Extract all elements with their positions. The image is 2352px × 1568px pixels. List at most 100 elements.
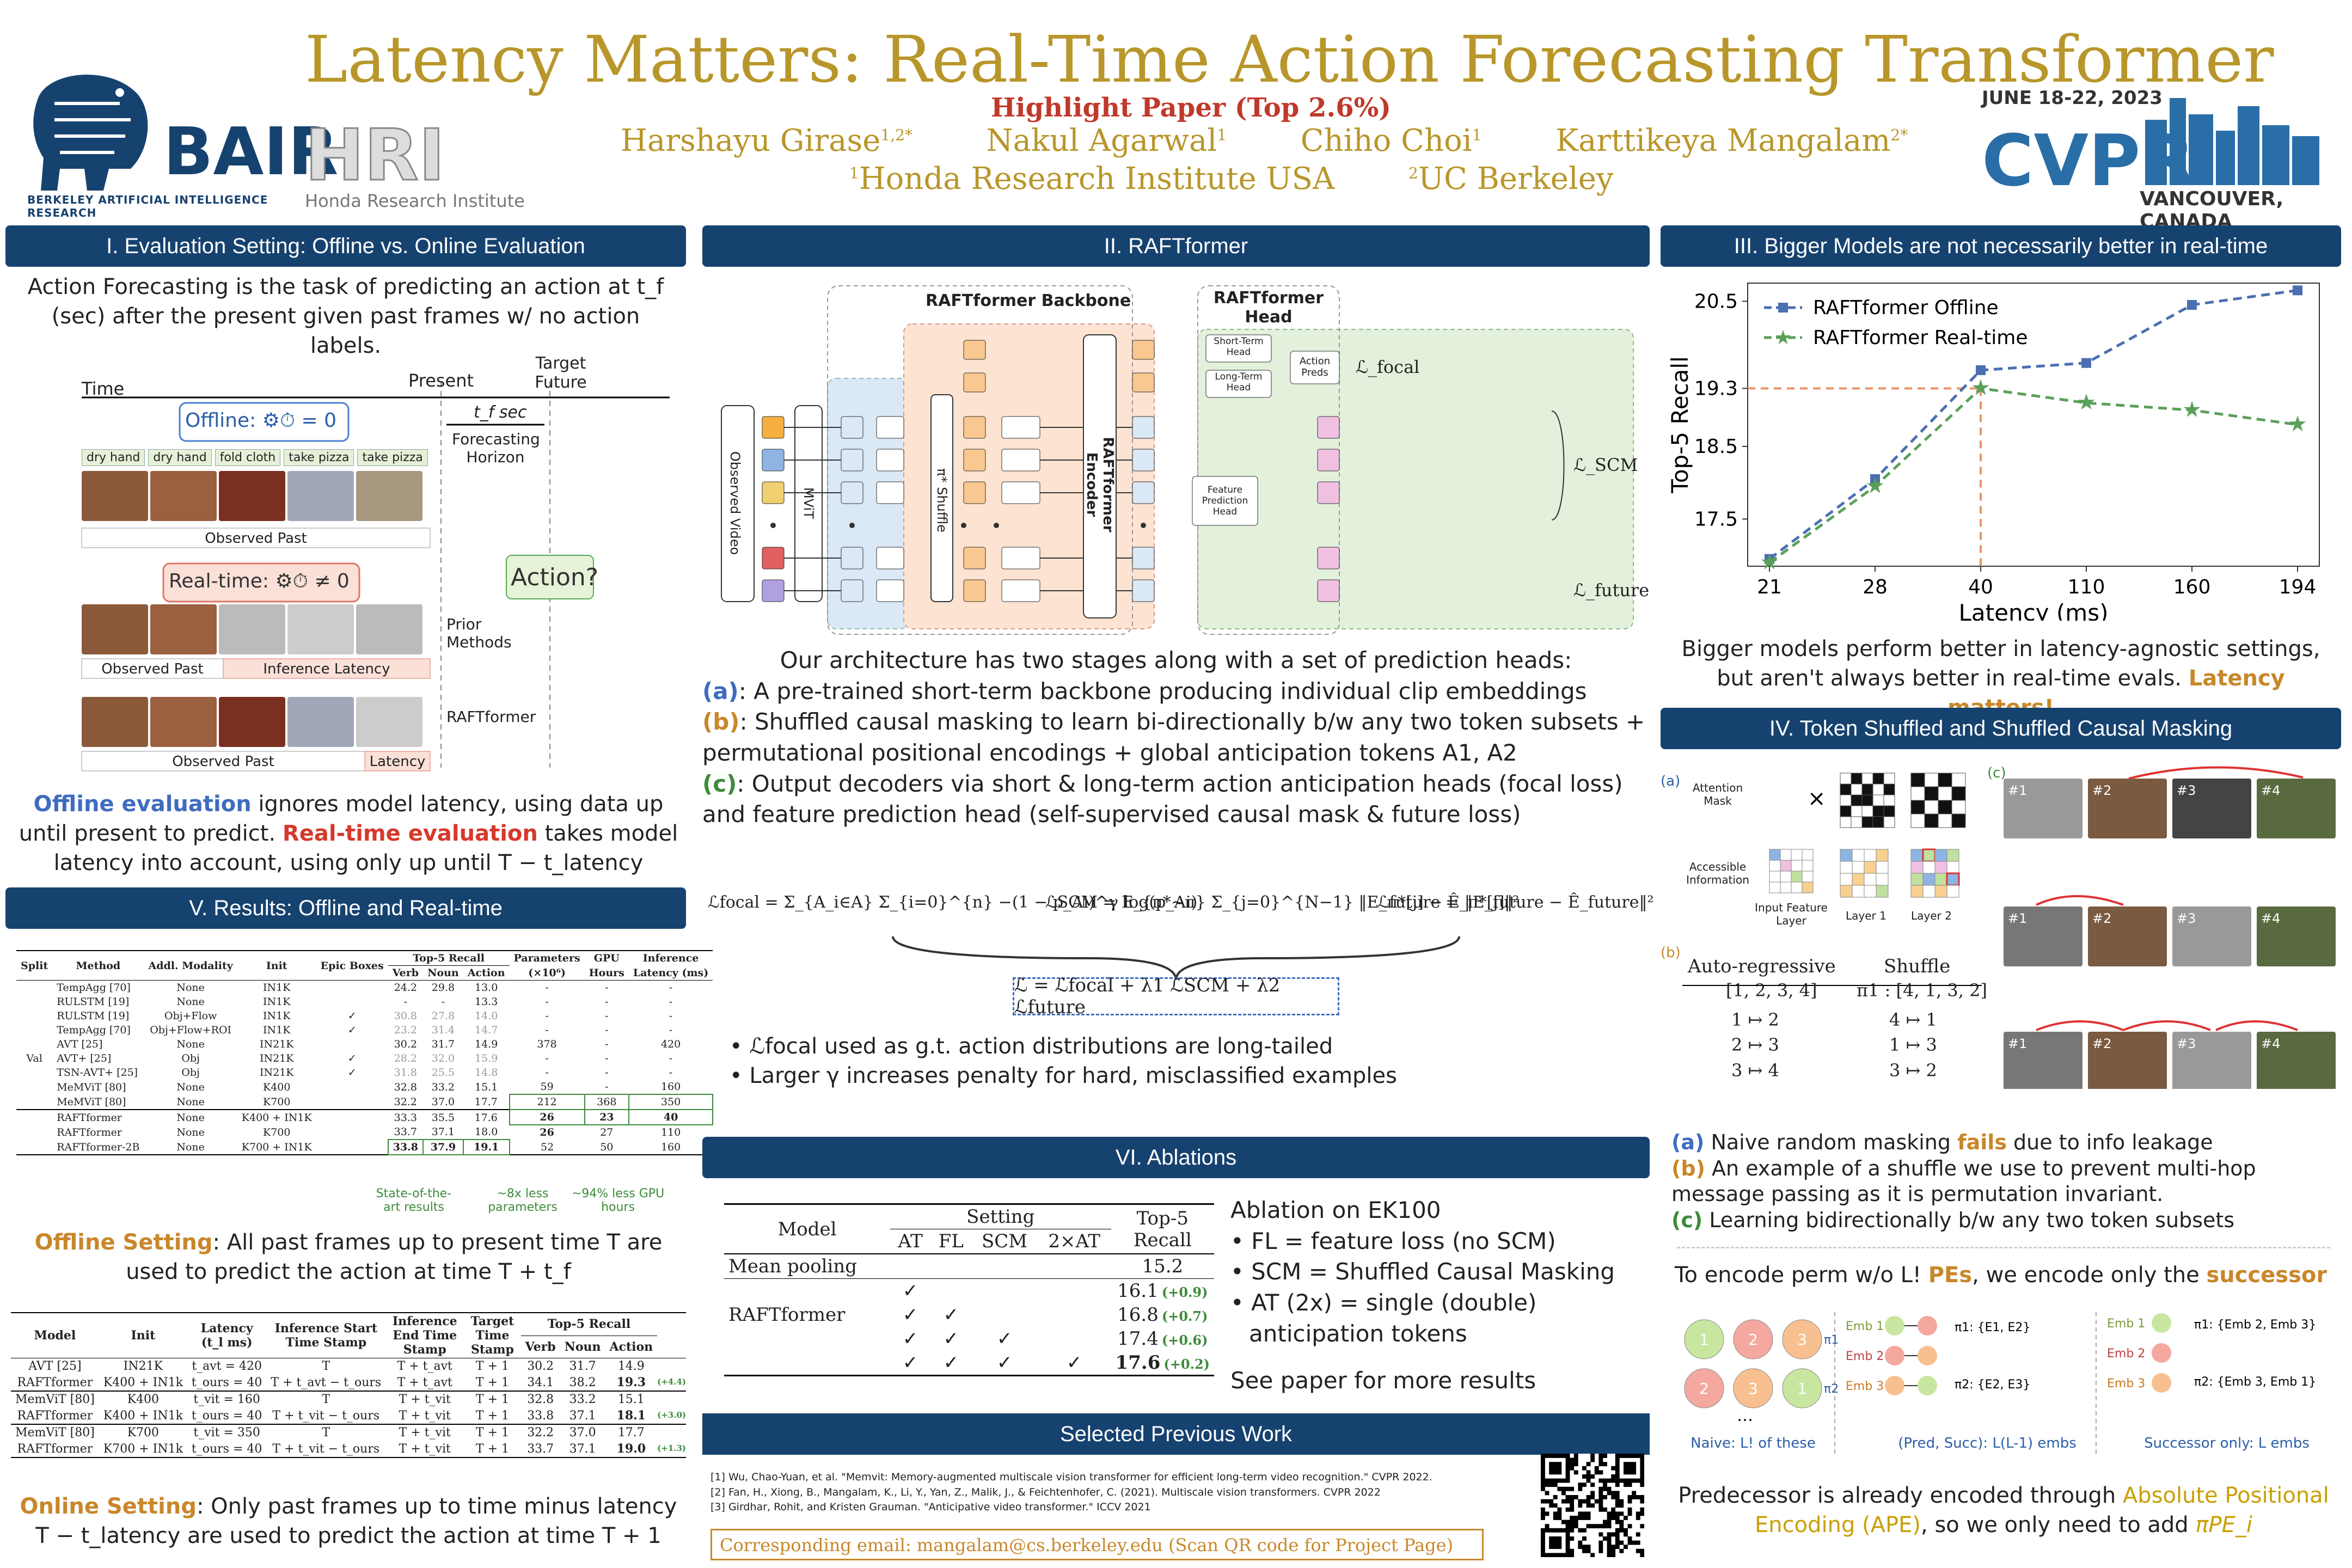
table-cell: Obj bbox=[181, 1052, 200, 1064]
cvpr-date: JUNE 18-22, 2023 bbox=[1982, 87, 2163, 109]
table-cell: 14.7 bbox=[474, 1024, 498, 1036]
attention-arrow bbox=[2123, 1020, 2211, 1031]
arch-c: (c): Output decoders via short & long-te… bbox=[702, 769, 1650, 830]
table-cell: 30.8 bbox=[394, 1010, 418, 1022]
note-c: (c) Learning bidirectionally b/w any two… bbox=[1671, 1208, 2336, 1234]
s1-figure: Time Present Target Future t_f sec Forec… bbox=[71, 348, 681, 773]
offline-text: Offline: bbox=[185, 409, 256, 432]
qr-module bbox=[1565, 1466, 1570, 1471]
grid-cell bbox=[1910, 873, 1924, 886]
qr-module bbox=[1561, 1499, 1566, 1504]
table-cell: 23.2 bbox=[394, 1024, 418, 1036]
rt-table-row: MemViT [80] K700 t_vit = 350 T T + t_vit T + … bbox=[11, 1424, 686, 1441]
qr-module bbox=[1565, 1462, 1570, 1467]
qr-module bbox=[1611, 1516, 1616, 1520]
mask-cell bbox=[1910, 813, 1925, 828]
qr-module bbox=[1640, 1507, 1645, 1512]
action-label: fold cloth bbox=[215, 449, 281, 466]
qr-module bbox=[1557, 1462, 1562, 1467]
rt-eval-text: takes model latency into account, using … bbox=[53, 821, 678, 875]
shuffle-head: Shuffle bbox=[1884, 955, 1951, 977]
qr-module bbox=[1607, 1491, 1612, 1496]
frame-number: #1 bbox=[2008, 911, 2027, 926]
mask-cell bbox=[1851, 773, 1863, 785]
qr-module bbox=[1607, 1536, 1612, 1541]
qr-module bbox=[1627, 1478, 1632, 1483]
table-cell: 13.3 bbox=[474, 996, 498, 1008]
abl-see-more: See paper for more results bbox=[1230, 1367, 1536, 1394]
data-point: ★ bbox=[1971, 375, 1990, 400]
qr-module bbox=[1603, 1454, 1607, 1458]
qr-module bbox=[1541, 1516, 1545, 1520]
output-token bbox=[1132, 481, 1155, 504]
table-cell: - bbox=[669, 1010, 673, 1022]
col-head: (×10⁶) bbox=[528, 966, 566, 979]
table-cell: - bbox=[605, 1010, 609, 1022]
rt-cell: t_vit = 160 bbox=[193, 1393, 260, 1406]
grid-cell bbox=[1840, 873, 1853, 886]
table-cell: - bbox=[669, 996, 673, 1008]
abl-model bbox=[724, 1351, 890, 1376]
qr-module bbox=[1611, 1553, 1616, 1558]
abl-note: • FL = feature loss (no SCM) bbox=[1230, 1227, 1556, 1254]
cvpr-location: VANCOUVER, CANADA bbox=[2140, 188, 2284, 232]
video-frame bbox=[82, 604, 148, 654]
qr-module bbox=[1557, 1528, 1562, 1533]
rt-gain: (+3.0) bbox=[657, 1410, 686, 1420]
embedding-token bbox=[841, 416, 863, 439]
token-circle bbox=[1782, 1368, 1822, 1408]
loss-bullets: • ℒfocal used as g.t. action distributio… bbox=[730, 1032, 1644, 1091]
qr-module bbox=[1541, 1553, 1545, 1558]
grid-cell bbox=[1864, 861, 1877, 874]
abl-check: ✓ bbox=[943, 1352, 959, 1374]
arch-c-tag: (c) bbox=[702, 770, 737, 797]
action-label: take pizza bbox=[284, 449, 354, 466]
mask-cell bbox=[1951, 800, 1966, 814]
qr-module bbox=[1586, 1516, 1591, 1520]
qr-module bbox=[1598, 1507, 1603, 1512]
abl-check: ✓ bbox=[996, 1328, 1013, 1350]
qr-module bbox=[1615, 1499, 1620, 1504]
mask-cell bbox=[1840, 805, 1852, 817]
pe-token bbox=[1001, 579, 1040, 602]
mask-cell bbox=[1872, 783, 1884, 795]
table-cell: - bbox=[605, 1024, 609, 1036]
data-point bbox=[1976, 365, 1986, 375]
table-cell: 32.2 bbox=[394, 1095, 418, 1108]
qr-module bbox=[1570, 1507, 1575, 1512]
observed-past-3: Observed Past bbox=[172, 754, 274, 770]
lt-head-label: Long-Term Head bbox=[1215, 371, 1263, 393]
rt-cell: 34.1 bbox=[527, 1375, 554, 1389]
qr-module bbox=[1615, 1536, 1620, 1541]
table-cell: 23 bbox=[584, 1109, 629, 1125]
frame-number: #4 bbox=[2261, 911, 2280, 926]
qr-module bbox=[1578, 1511, 1583, 1516]
qr-module bbox=[1590, 1491, 1595, 1496]
shuffled-token bbox=[963, 449, 986, 471]
contact-email[interactable]: Corresponding email: mangalam@cs.berkele… bbox=[710, 1529, 1484, 1560]
qr-module bbox=[1541, 1532, 1545, 1537]
qr-module bbox=[1590, 1474, 1595, 1479]
col-group: Parameters bbox=[513, 952, 580, 965]
grid-cell bbox=[1934, 873, 1947, 886]
note-a: (a) Naive random masking fails due to in… bbox=[1671, 1130, 2336, 1156]
qr-module bbox=[1582, 1536, 1587, 1541]
mask-cell bbox=[1872, 816, 1884, 828]
rt-cell: T + 1 bbox=[475, 1408, 509, 1423]
encode-text-1: To encode perm w/o L! bbox=[1674, 1263, 1928, 1288]
qr-module bbox=[1624, 1466, 1628, 1471]
qr-module bbox=[1615, 1470, 1620, 1475]
qr-module bbox=[1557, 1507, 1562, 1512]
qr-module bbox=[1598, 1503, 1603, 1508]
ar-head: Auto-regressive bbox=[1688, 955, 1836, 977]
arch-text: Our architecture has two stages along wi… bbox=[702, 645, 1650, 830]
table-row: RAFTformer-2B None K700 + IN1K 33.8 37.9 19.1… bbox=[16, 1139, 713, 1155]
video-frame bbox=[219, 471, 285, 521]
rt-cell: T bbox=[322, 1393, 330, 1406]
grid-cell bbox=[1791, 860, 1803, 872]
qr-module bbox=[1541, 1548, 1545, 1553]
realtime-label: Real-time: ⚙⏱ ≠ 0 bbox=[169, 570, 350, 593]
table-cell: None bbox=[176, 1081, 205, 1093]
qr-module bbox=[1615, 1520, 1620, 1524]
qr-code[interactable] bbox=[1541, 1454, 1645, 1558]
